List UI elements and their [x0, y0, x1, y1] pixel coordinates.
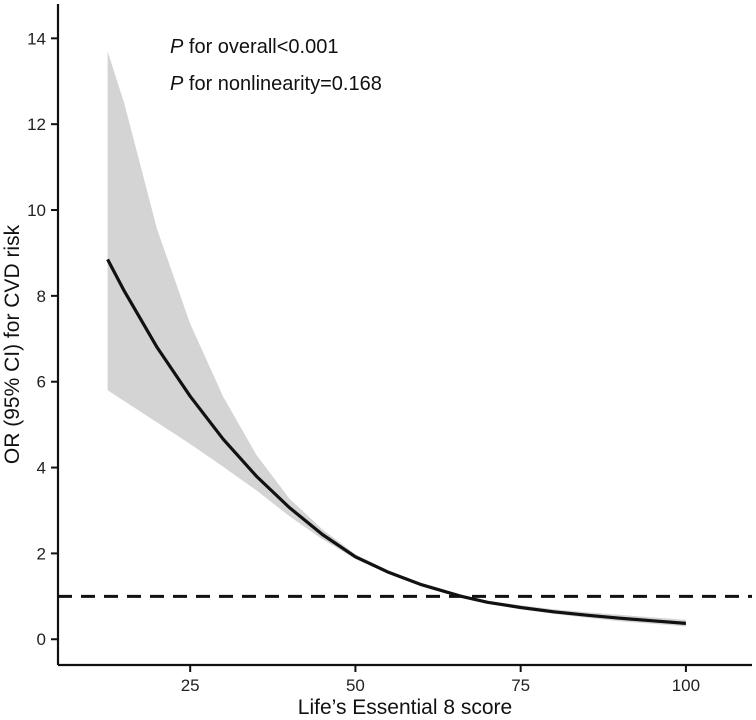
x-tick-label: 50	[346, 676, 365, 695]
x-tick-label: 100	[672, 676, 700, 695]
y-tick-label: 4	[37, 459, 46, 478]
y-tick-label: 8	[37, 287, 46, 306]
p-value-annotation: P for nonlinearity=0.168	[170, 73, 382, 95]
y-tick-label: 6	[37, 373, 46, 392]
or-curve	[106, 258, 687, 625]
x-tick-label: 75	[511, 676, 530, 695]
y-tick-label: 2	[37, 544, 46, 563]
y-tick-label: 0	[37, 630, 46, 649]
x-axis-title: Life’s Essential 8 score	[298, 696, 512, 719]
p-value-annotation: P for overall<0.001	[170, 36, 338, 58]
p-value-text: for overall<0.001	[183, 36, 338, 58]
p-value-text: for nonlinearity=0.168	[183, 73, 381, 95]
confidence-band	[107, 51, 686, 627]
y-tick-label: 14	[27, 29, 46, 48]
p-symbol: P	[170, 36, 184, 58]
y-tick-label: 10	[27, 201, 46, 220]
y-axis-title: OR (95% CI) for CVD risk	[1, 224, 24, 464]
y-tick-label: 12	[27, 115, 46, 134]
x-tick-label: 25	[181, 676, 200, 695]
p-symbol: P	[170, 73, 184, 95]
